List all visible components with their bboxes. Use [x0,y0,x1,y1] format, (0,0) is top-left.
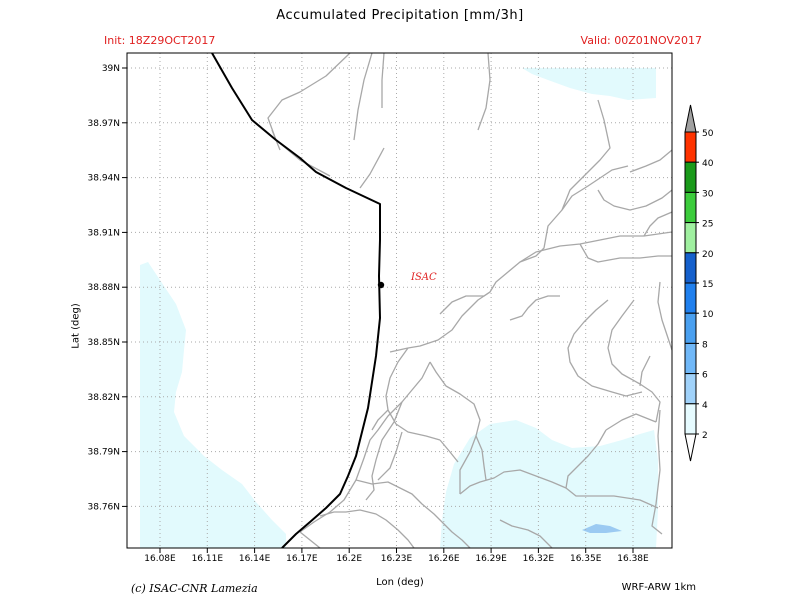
valid-time-label: Valid: 00Z01NOV2017 [580,34,702,47]
precipitation-shading [140,68,658,548]
lon-tick-labels: 16.08E 16.11E 16.14E 16.17E 16.2E 16.23E 16.26… [144,548,649,564]
lat-tick-label: 38.79N [88,448,121,458]
colorbar-label: 2 [702,431,708,441]
colorbar-under-arrow [684,433,697,462]
lat-tick-label: 38.88N [88,283,121,293]
lat-tick-labels: 39N 38.97N 38.94N 38.91N 38.88N 38.85N 38.82N 3… [88,64,127,512]
lon-tick-label: 16.38E [617,554,649,564]
road-network [267,53,672,548]
station-marker[interactable]: ISAC [377,272,437,289]
precip-area-northeast [522,68,656,100]
colorbar-segment [684,403,697,435]
precip-area-west [140,262,286,548]
lat-tick-label: 38.85N [88,338,121,348]
lat-tick-label: 38.94N [88,174,121,184]
colorbar-segment [684,373,697,405]
lat-tick-label: 38.97N [88,119,121,129]
lat-tick-label: 38.82N [88,393,121,403]
lon-tick-label: 16.08E [144,554,176,564]
map-title: Accumulated Precipitation [mm/3h] [276,8,524,23]
credit-text: (c) ISAC-CNR Lamezia [131,582,258,595]
lon-tick-label: 16.29E [475,554,507,564]
colorbar: 50 40 30 25 20 15 10 8 6 4 2 [684,104,714,462]
plot-frame [126,52,673,549]
colorbar-segment [684,282,697,314]
colorbar-segment [684,131,697,163]
colorbar-segment [684,312,697,344]
colorbar-label: 50 [702,129,714,139]
colorbar-over-arrow [684,104,697,133]
colorbar-label: 15 [702,280,713,290]
lon-tick-label: 16.17E [286,554,318,564]
colorbar-label: 20 [702,250,714,260]
colorbar-label: 25 [702,220,713,230]
lon-tick-label: 16.2E [336,554,362,564]
colorbar-segment [684,161,697,193]
lon-tick-label: 16.23E [381,554,413,564]
station-dot-icon [377,281,385,289]
lat-tick-label: 38.76N [88,502,121,512]
init-time-label: Init: 18Z29OCT2017 [104,34,216,47]
lon-tick-label: 16.11E [192,554,224,564]
station-label: ISAC [410,272,437,283]
colorbar-segment [684,342,697,375]
lon-tick-label: 16.32E [523,554,555,564]
precip-area-southeast [440,420,658,548]
lon-tick-label: 16.26E [428,554,460,564]
colorbar-label: 6 [702,371,708,381]
colorbar-label: 40 [702,159,714,169]
model-label: WRF-ARW 1km [621,582,696,593]
lon-tick-label: 16.35E [570,554,602,564]
colorbar-segment [684,191,697,224]
colorbar-segment [684,222,697,254]
lat-tick-label: 38.91N [88,228,121,238]
coastline [211,53,381,548]
lon-tick-label: 16.14E [239,554,271,564]
lat-tick-label: 39N [102,64,120,74]
colorbar-label: 30 [702,189,714,199]
precip-area-small [582,524,622,533]
colorbar-segment [684,252,697,284]
grid-lines [127,53,672,548]
colorbar-label: 10 [702,310,714,320]
x-axis-label: Lon (deg) [376,577,424,588]
colorbar-label: 8 [702,340,708,350]
colorbar-label: 4 [702,401,708,411]
